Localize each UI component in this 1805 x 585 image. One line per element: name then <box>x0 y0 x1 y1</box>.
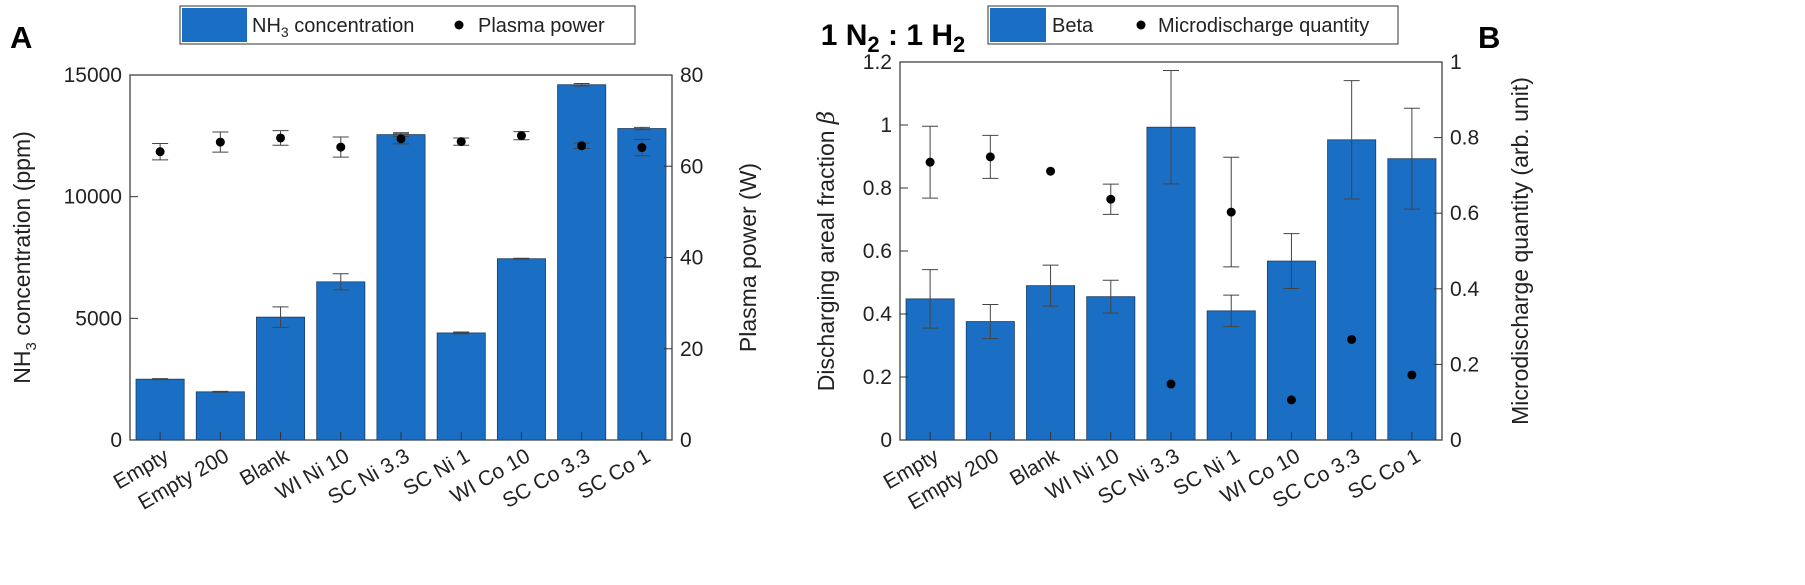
legend-b-dot-label: Microdischarge quantity <box>1158 15 1369 37</box>
bar-b-3 <box>1086 296 1136 441</box>
point-b-5 <box>1226 207 1236 217</box>
point-b-3 <box>1106 194 1116 204</box>
bar-b-2 <box>1026 285 1076 441</box>
legend-a-bar-swatch <box>182 8 247 42</box>
y-tick-label-b-6: 1.2 <box>863 51 892 74</box>
point-b-4 <box>1166 379 1176 389</box>
bar-a-7 <box>557 84 607 441</box>
point-a-2 <box>276 133 286 143</box>
bar-a-0 <box>135 378 185 441</box>
panel-letter-a: A <box>10 20 32 55</box>
point-a-1 <box>215 137 225 147</box>
y2-axis-title-b: Microdischarge quantity (arb. unit) <box>1507 77 1533 425</box>
legend-b-box <box>987 5 1399 45</box>
bar-a-6 <box>496 258 546 441</box>
y-tick-label-b-4: 0.8 <box>863 177 892 200</box>
point-b-6 <box>1286 395 1296 405</box>
figure-title: 1 N2 : 1 H2 <box>821 19 966 57</box>
y-axis-title-b-post: β <box>814 111 840 125</box>
legend-a-bar-label: NH3 concentration <box>252 15 414 40</box>
y2-tick-label-a-0: 0 <box>680 429 692 452</box>
point-a-7 <box>577 141 587 151</box>
figure-title-sub2: 2 <box>953 32 965 57</box>
legend-b: Beta Microdischarge quantity <box>987 5 1399 45</box>
chart-panel-b: B Beta Microdischarge quantity 0 0.2 0.4 0.… <box>813 5 1533 515</box>
legend-b-dot-swatch <box>1136 20 1146 30</box>
bar-a-5 <box>436 332 486 441</box>
legend-a: NH3 concentration Plasma power <box>179 5 636 45</box>
y-tick-label-b-1: 0.2 <box>863 366 892 389</box>
point-a-0 <box>155 147 165 157</box>
legend-a-bar-label-sub: 3 <box>281 24 289 40</box>
y-axis-title-a: NH3 concentration (ppm) <box>9 131 40 384</box>
y2-tick-label-b-3: 0.6 <box>1450 202 1479 225</box>
point-a-3 <box>336 142 346 152</box>
y-tick-label-b-0: 0 <box>880 429 892 452</box>
y2-axis-title-a: Plasma power (W) <box>735 163 761 352</box>
bar-a-4 <box>376 134 426 441</box>
figure-title-main: 1 N <box>821 19 868 52</box>
y-tick-label-a-2: 10000 <box>64 186 122 209</box>
point-b-8 <box>1407 370 1417 380</box>
legend-a-dot-label: Plasma power <box>478 15 605 37</box>
y2-tick-label-b-4: 0.8 <box>1450 127 1479 150</box>
y-axis-title-a-sub: 3 <box>23 342 40 350</box>
bar-b-1 <box>965 321 1015 441</box>
y2-tick-label-a-2: 40 <box>680 247 703 270</box>
y2-tick-label-b-0: 0 <box>1450 429 1462 452</box>
figure-title-sub1: 2 <box>867 32 879 57</box>
legend-b-bar-label: Beta <box>1052 15 1094 37</box>
legend-a-box <box>179 5 636 45</box>
legend-b-bar-swatch <box>990 8 1046 42</box>
legend-a-dot-swatch <box>454 20 464 30</box>
bar-b-5 <box>1206 310 1256 441</box>
y-tick-label-b-2: 0.4 <box>863 303 893 326</box>
y-axis-title-a-pre: NH <box>9 351 35 384</box>
point-b-0 <box>925 157 935 167</box>
y-tick-label-b-3: 0.6 <box>863 240 892 263</box>
y-axis-title-b-pre: Discharging areal fraction <box>813 124 839 391</box>
legend-a-bar-label-post: concentration <box>289 15 415 37</box>
y-tick-label-a-3: 15000 <box>64 64 122 87</box>
y2-tick-label-b-2: 0.4 <box>1450 278 1480 301</box>
point-a-6 <box>516 131 526 141</box>
y-tick-label-a-0: 0 <box>110 429 122 452</box>
point-b-2 <box>1046 166 1056 176</box>
panel-letter-b: B <box>1478 20 1500 55</box>
y2-tick-label-b-5: 1 <box>1450 51 1462 74</box>
y-axis-title-b: Discharging areal fraction β <box>813 111 840 391</box>
point-a-5 <box>456 137 466 147</box>
y-tick-label-a-1: 5000 <box>75 307 122 330</box>
bar-a-8 <box>617 128 667 441</box>
y2-tick-label-a-1: 20 <box>680 338 703 361</box>
bar-a-2 <box>256 316 306 441</box>
y2-tick-label-a-3: 60 <box>680 155 703 178</box>
figure-title-mid: : 1 H <box>880 19 953 52</box>
point-a-4 <box>396 134 406 144</box>
y-tick-label-b-5: 1 <box>880 114 892 137</box>
chart-panel-a: A NH3 concentration Plasma power 0500010… <box>9 5 761 515</box>
y2-tick-label-a-4: 80 <box>680 64 703 87</box>
legend-a-bar-label-pre: NH <box>252 15 281 37</box>
plot-area-b: 00.20.40.60.811.200.20.40.60.81EmptyEmpt… <box>813 51 1533 515</box>
bar-a-3 <box>316 281 366 441</box>
point-b-1 <box>985 152 995 162</box>
y2-tick-label-b-1: 0.2 <box>1450 353 1479 376</box>
y-axis-title-a-post: concentration (ppm) <box>9 131 35 342</box>
point-b-7 <box>1347 334 1357 344</box>
point-a-8 <box>637 143 647 153</box>
